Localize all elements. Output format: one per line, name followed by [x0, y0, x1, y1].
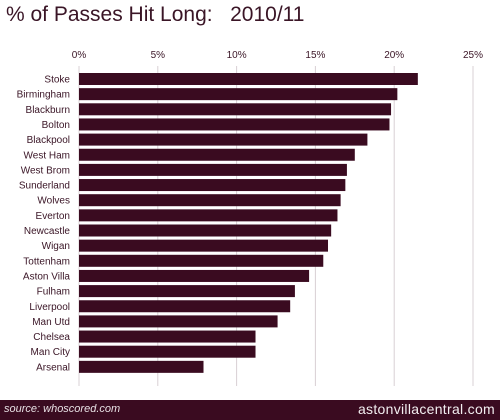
- category-label: Wolves: [37, 196, 70, 207]
- bar: [79, 269, 310, 282]
- bar: [79, 315, 278, 328]
- bar: [79, 179, 346, 192]
- x-tick-label: 25%: [463, 50, 483, 61]
- bar: [79, 345, 256, 358]
- bar: [79, 360, 204, 373]
- category-label: Arsenal: [36, 362, 70, 373]
- category-label: Wigan: [42, 241, 70, 252]
- bar: [79, 148, 355, 161]
- x-tick-label: 0%: [72, 50, 87, 61]
- bar: [79, 239, 329, 252]
- category-label: Blackburn: [26, 105, 70, 116]
- bars: [79, 73, 418, 373]
- bar: [79, 88, 398, 101]
- category-label: Everton: [36, 211, 70, 222]
- bar: [79, 300, 291, 313]
- bar: [79, 73, 418, 85]
- bar-chart: 0% 5% 10% 15% 20% 25% Stoke Birmingham Blackbur…: [17, 50, 483, 386]
- category-label: Liverpool: [29, 302, 70, 313]
- bar: [79, 285, 295, 298]
- bar: [79, 103, 392, 116]
- x-tick-label: 5%: [151, 50, 166, 61]
- bar: [79, 133, 368, 146]
- bar: [79, 254, 324, 267]
- bar: [79, 209, 338, 222]
- site-brand: astonvillacentral.com: [357, 401, 495, 417]
- category-label: Blackpool: [27, 135, 70, 146]
- category-label: Aston Villa: [23, 271, 71, 282]
- category-label: Fulham: [37, 287, 70, 298]
- x-tick-label: 15%: [305, 50, 325, 61]
- category-label: Man City: [31, 347, 70, 358]
- x-axis-ticks: 0% 5% 10% 15% 20% 25%: [72, 50, 483, 61]
- category-label: Tottenham: [23, 256, 70, 267]
- category-label: West Ham: [24, 150, 71, 161]
- chart-title: % of Passes Hit Long: 2010/11: [6, 3, 305, 26]
- category-label: Birmingham: [17, 90, 70, 101]
- category-label: Chelsea: [33, 332, 70, 343]
- category-labels: Stoke Birmingham Blackburn Bolton Blackpool W…: [17, 75, 71, 374]
- bar: [79, 118, 390, 131]
- category-label: Stoke: [44, 75, 70, 86]
- x-tick-label: 10%: [227, 50, 247, 61]
- x-tick-label: 20%: [384, 50, 404, 61]
- source-note: source: whoscored.com: [4, 403, 121, 415]
- category-label: Bolton: [42, 120, 70, 131]
- category-label: Man Utd: [32, 317, 70, 328]
- footer-bar: source: whoscored.com astonvillacentral.…: [0, 400, 500, 420]
- bar: [79, 330, 256, 343]
- category-label: Sunderland: [19, 181, 70, 192]
- bar: [79, 194, 341, 207]
- bar: [79, 224, 332, 237]
- category-label: West Brom: [21, 165, 70, 176]
- category-label: Newcastle: [24, 226, 71, 237]
- bar: [79, 163, 347, 176]
